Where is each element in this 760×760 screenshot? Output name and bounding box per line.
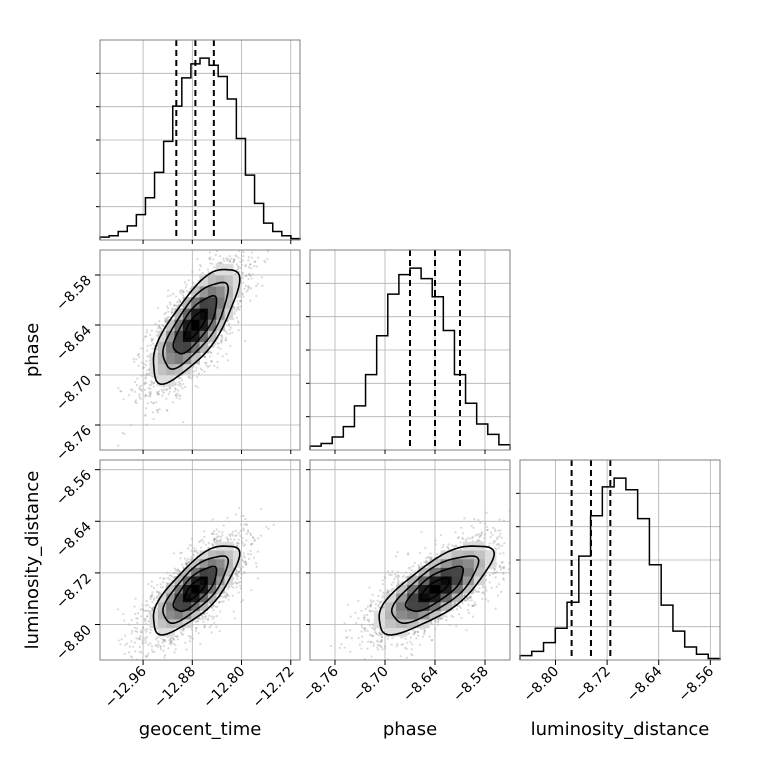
contour-line <box>390 555 480 624</box>
panel-frame <box>309 249 511 451</box>
contour-line <box>172 295 218 355</box>
contour-line <box>162 281 229 370</box>
x-tick-label: −8.58 <box>450 664 492 706</box>
x-tick-label: −8.70 <box>350 664 392 706</box>
y-tick-label: −8.56 <box>53 467 95 509</box>
x-tick-label: −12.88 <box>151 664 199 712</box>
x-tick-label: −12.72 <box>250 664 298 712</box>
panel-frame <box>99 459 301 661</box>
x-tick-label: −12.96 <box>102 663 150 711</box>
contour-line <box>404 565 465 613</box>
contour-line <box>162 555 229 624</box>
hist-panel-luminosity_distance <box>516 459 721 661</box>
panels-layer: −12.96 −12.88 −12.80 −12.72 −8.76 −8.70 −8.64−… <box>53 39 721 712</box>
contour-line <box>172 565 218 613</box>
x-tick-label: −8.64 <box>624 663 666 705</box>
histogram-step-line <box>519 477 721 660</box>
x-axis-label-phase: phase <box>383 719 437 740</box>
x-tick-label: −8.56 <box>675 663 717 705</box>
y-axis-label-luminosity-distance: luminosity_distance <box>22 471 43 650</box>
y-tick-label: −8.70 <box>53 373 95 415</box>
hist-panel-phase <box>306 249 511 451</box>
density-panel-geocent_time-luminosity_distance <box>99 459 301 661</box>
x-tick-label: −12.80 <box>200 664 248 712</box>
y-tick-label: −8.64 <box>53 519 95 561</box>
panel-frame <box>99 39 301 241</box>
contour-line <box>152 545 241 636</box>
contour-line <box>419 576 450 601</box>
panel-frame <box>99 249 301 451</box>
y-tick-label: −8.58 <box>53 273 95 315</box>
x-tick-label: −8.80 <box>521 664 563 706</box>
y-tick-label: −8.80 <box>53 622 95 664</box>
contour-line <box>152 268 241 386</box>
density-panel-phase-luminosity_distance <box>309 459 511 661</box>
histogram-step-line <box>99 57 301 240</box>
contour-line <box>183 576 207 601</box>
x-tick-label: −8.72 <box>572 664 614 706</box>
x-tick-label: −8.76 <box>300 663 342 705</box>
y-tick-label: −8.72 <box>53 570 95 612</box>
y-axis-label-phase: phase <box>22 323 43 377</box>
x-tick-label: −8.64 <box>400 663 442 705</box>
hist-panel-geocent_time <box>96 39 301 241</box>
y-tick-label: −8.76 <box>53 422 95 464</box>
x-axis-label-geocent-time: geocent_time <box>139 719 262 740</box>
contour-line <box>183 309 207 340</box>
y-tick-label: −8.64 <box>53 322 95 364</box>
x-axis-label-luminosity-distance: luminosity_distance <box>531 719 710 740</box>
panel-frame <box>309 459 511 661</box>
contour-line <box>378 545 496 636</box>
density-panel-geocent_time-phase <box>99 249 301 451</box>
panel-frame <box>519 459 721 661</box>
density-cells <box>149 541 242 637</box>
